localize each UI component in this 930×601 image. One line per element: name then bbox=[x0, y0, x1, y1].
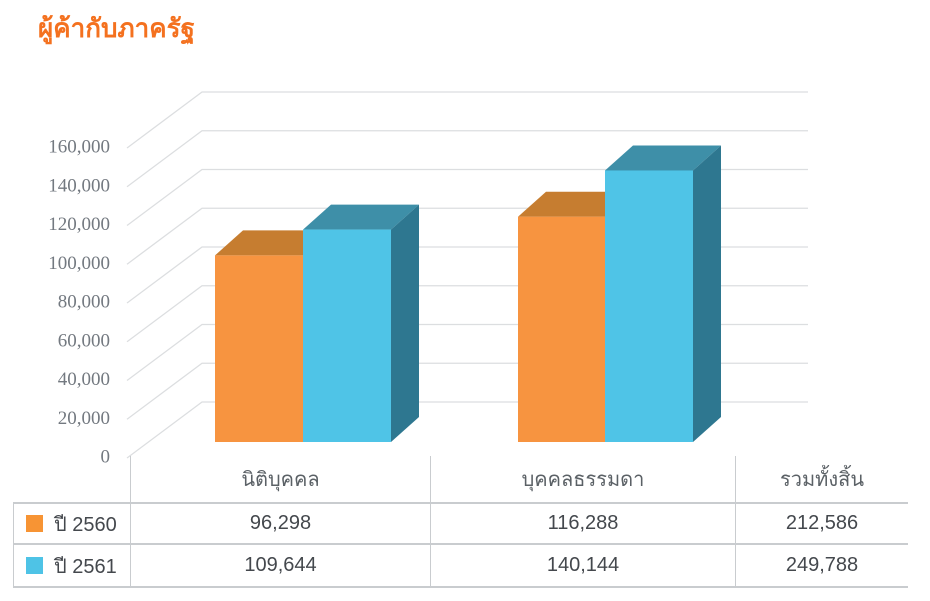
bar-top-face-s1-g1 bbox=[605, 145, 721, 171]
value-cell: 249,788 bbox=[735, 545, 908, 586]
value-cell: 212,586 bbox=[735, 504, 908, 543]
value-cell: 109,644 bbox=[130, 545, 430, 586]
y-axis-tick-label: 60,000 bbox=[58, 330, 110, 351]
bar-top-face-s0-g1 bbox=[518, 191, 633, 217]
table-row: ปี 2560 96,298 116,288 212,586 bbox=[13, 502, 908, 543]
value-cell: 116,288 bbox=[430, 504, 735, 543]
legend-item-2560: ปี 2560 bbox=[13, 504, 130, 543]
legend-header-cell bbox=[13, 456, 130, 502]
table-row: ปี 2561 109,644 140,144 249,788 bbox=[13, 543, 908, 588]
page-title: ผู้ค้ากับภาครัฐ bbox=[38, 13, 195, 43]
value-cell: 96,298 bbox=[130, 504, 430, 543]
bar-side-face-s1-g1 bbox=[693, 145, 721, 442]
y-axis-tick-label: 80,000 bbox=[58, 292, 110, 313]
y-axis-tick-label: 100,000 bbox=[48, 253, 110, 274]
bar-front-face-s0-g0 bbox=[215, 255, 303, 442]
bar-top-face-s0-g0 bbox=[215, 230, 331, 256]
bar-front-face-s1-g1 bbox=[605, 170, 693, 442]
column-header-juristic: นิติบุคคล bbox=[130, 456, 430, 502]
legend-swatch-2560 bbox=[26, 515, 43, 532]
bar-top-face-s1-g0 bbox=[303, 204, 419, 230]
gridline bbox=[126, 130, 808, 188]
y-axis-tick-label: 160,000 bbox=[48, 137, 110, 158]
legend-label: ปี 2561 bbox=[54, 555, 117, 578]
legend-swatch-2561 bbox=[26, 557, 43, 574]
gridline bbox=[126, 168, 808, 227]
column-header-total: รวมทั้งสิ้น bbox=[735, 456, 908, 502]
bar-front-face-s1-g0 bbox=[303, 229, 391, 442]
y-axis-tick-label: 120,000 bbox=[48, 214, 110, 235]
bar-front-face-s0-g1 bbox=[518, 216, 605, 442]
bar-side-face-s1-g0 bbox=[391, 204, 419, 442]
legend-item-2561: ปี 2561 bbox=[13, 545, 130, 586]
table-header-row: นิติบุคคล บุคคลธรรมดา รวมทั้งสิ้น bbox=[13, 456, 908, 502]
y-axis-tick-label: 0 bbox=[101, 447, 111, 468]
value-cell: 140,144 bbox=[430, 545, 735, 586]
legend-label: ปี 2560 bbox=[54, 513, 117, 536]
column-header-natural: บุคคลธรรมดา bbox=[430, 456, 735, 502]
y-axis-tick-label: 20,000 bbox=[58, 408, 110, 429]
y-axis-tick-label: 140,000 bbox=[48, 175, 110, 196]
gridline bbox=[126, 91, 808, 149]
y-axis-tick-label: 40,000 bbox=[58, 369, 110, 390]
data-table: นิติบุคคล บุคคลธรรมดา รวมทั้งสิ้น ปี 256… bbox=[13, 456, 908, 588]
